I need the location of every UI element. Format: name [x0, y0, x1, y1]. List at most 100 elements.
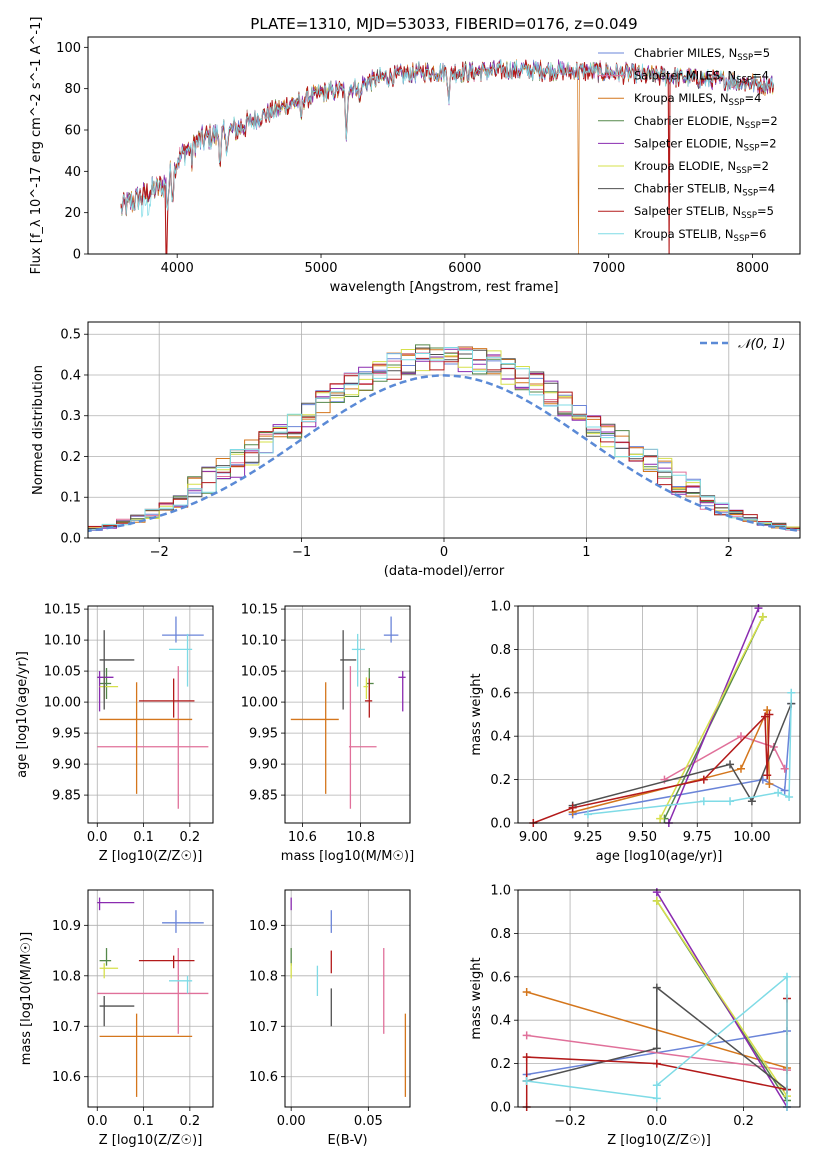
- errorbar-9: [169, 975, 193, 994]
- data-point: [652, 1044, 661, 1053]
- mass-weight-series-9: [583, 688, 796, 819]
- legend-count: =6: [749, 227, 766, 241]
- y-tick-label: 0.2: [60, 450, 81, 465]
- legend-subscript: SSP: [744, 143, 760, 153]
- spectrum-legend: Chabrier MILES, NSSP=5 Salpeter MILES, NS…: [598, 46, 778, 244]
- x-tick-label: 9.50: [628, 830, 657, 845]
- data-point: [522, 1053, 531, 1062]
- mass-weight-line: [668, 607, 760, 824]
- y-tick-label: 0.6: [490, 970, 511, 985]
- errorbar-7: [99, 995, 135, 1027]
- axes-frame: [87, 36, 801, 255]
- errorbar-2: [97, 666, 209, 809]
- panel-mass_weight_vs_Z: −0.2 0.0 0.2 0.0 0.2 0.4 0.6 0.8 1.0 Z [log10(Z/Z…: [469, 884, 801, 1148]
- y-tick-label: 80: [64, 82, 81, 97]
- y-tick-label: 9.85: [249, 789, 278, 804]
- y-tick-label: 0.2: [490, 773, 511, 788]
- data-point: [763, 706, 772, 715]
- mass-weight-line: [526, 986, 788, 1091]
- data-point: [780, 764, 789, 773]
- residual-legend: 𝒩(0, 1): [700, 337, 785, 352]
- plot-area-mass_vs_Z: [97, 897, 209, 1097]
- x-axis-label: (data-model)/error: [384, 564, 505, 579]
- panel-age_vs_mass: 10.6 10.8 9.85 9.90 9.95 10.00 10.05 10.10 10.15…: [241, 603, 414, 864]
- x-tick-label: 0.0: [646, 1114, 667, 1129]
- x-tick-label: 1: [582, 545, 590, 560]
- data-point: [652, 1059, 661, 1068]
- y-tick-label: 0.1: [60, 491, 81, 506]
- legend-count: =4: [758, 182, 775, 196]
- errorbar-8: [138, 955, 195, 969]
- data-point: [652, 1081, 661, 1090]
- legend-label: Chabrier ELODIE, NSSP=2: [634, 114, 778, 131]
- y-tick-label: 0.8: [490, 927, 511, 942]
- legend-label: Kroupa STELIB, NSSP=6: [634, 227, 766, 244]
- data-point: [782, 972, 791, 981]
- data-point: [583, 810, 592, 819]
- errorbar-5: [97, 897, 135, 911]
- x-tick-label: 0.2: [733, 1114, 754, 1129]
- data-point: [780, 786, 789, 795]
- axes-frame: [87, 321, 801, 539]
- data-point: [761, 712, 770, 721]
- mass-weight-line: [526, 1034, 788, 1071]
- x-axis-label: mass [log10(M/M☉)]: [281, 849, 414, 864]
- errorbar-8: [138, 678, 195, 718]
- x-axis-label: Z [log10(Z/Z☉)]: [99, 1133, 203, 1148]
- y-tick-label: 9.90: [249, 758, 278, 773]
- errorbar-1: [162, 616, 204, 643]
- x-tick-label: 10.8: [346, 830, 375, 845]
- x-axis-label: E(B-V): [327, 1133, 367, 1148]
- y-tick-label: 0.4: [490, 1014, 511, 1029]
- errorbar-3: [99, 682, 193, 794]
- x-tick-label: 0.1: [133, 830, 154, 845]
- errorbar-3: [290, 682, 339, 794]
- x-tick-label: 0.0: [87, 830, 108, 845]
- x-axis-label: Z [log10(Z/Z☉)]: [607, 1133, 711, 1148]
- legend-count: =5: [753, 46, 770, 60]
- x-tick-label: 10.6: [288, 830, 317, 845]
- errorbar-7: [340, 630, 357, 710]
- mass-weight-line: [587, 692, 793, 816]
- panel-spectrum: 4000 5000 6000 7000 8000 0 20 40 60 80 100 waveleng…: [29, 17, 801, 295]
- y-tick-label: 40: [64, 165, 81, 180]
- y-tick-label: 10.8: [52, 969, 81, 984]
- legend-label: Kroupa ELODIE, NSSP=2: [634, 159, 769, 176]
- x-tick-label: 0.2: [180, 830, 201, 845]
- axes-frame: [87, 605, 214, 824]
- mass-weight-line: [533, 714, 771, 824]
- y-tick-label: 10.15: [241, 603, 278, 618]
- y-tick-label: 9.85: [52, 789, 81, 804]
- x-tick-label: −1: [292, 545, 311, 560]
- y-tick-label: 20: [64, 206, 81, 221]
- data-point: [726, 760, 735, 769]
- x-tick-label: −2: [150, 545, 169, 560]
- data-point: [747, 797, 756, 806]
- y-tick-label: 0.8: [490, 643, 511, 658]
- y-axis-label: mass weight: [469, 957, 484, 1039]
- legend-subscript: SSP: [737, 53, 753, 63]
- errorbar-7: [99, 630, 135, 710]
- panel-mass_vs_Z: 0.0 0.1 0.2 10.6 10.7 10.8 10.9 Z [log10(Z/Z☉)]…: [19, 889, 214, 1148]
- spectrum-line-9: [120, 59, 774, 218]
- legend-label: Salpeter ELODIE, NSSP=2: [634, 136, 777, 153]
- x-tick-label: 9.25: [573, 830, 602, 845]
- y-tick-label: 60: [64, 124, 81, 139]
- y-tick-label: 9.95: [249, 727, 278, 742]
- data-point: [522, 1031, 531, 1040]
- legend-count: =2: [760, 136, 777, 150]
- errorbar-5: [398, 671, 406, 712]
- legend-label: 𝒩(0, 1): [738, 337, 785, 352]
- y-axis-label: Normed distribution: [31, 365, 46, 495]
- data-point: [736, 732, 745, 741]
- y-tick-label: 1.0: [490, 884, 511, 899]
- legend-label: Salpeter MILES, NSSP=4: [634, 69, 769, 86]
- y-tick-label: 10.15: [44, 603, 81, 618]
- data-point: [522, 1076, 531, 1085]
- x-tick-label: 4000: [161, 261, 194, 276]
- errorbar-3: [99, 1013, 193, 1097]
- data-point: [652, 983, 661, 992]
- panel-mass_vs_EBV: 0.00 0.05 10.6 10.7 10.8 10.9 E(B-V): [249, 889, 411, 1148]
- x-tick-label: 0.05: [354, 1114, 383, 1129]
- axes-frame: [284, 889, 411, 1108]
